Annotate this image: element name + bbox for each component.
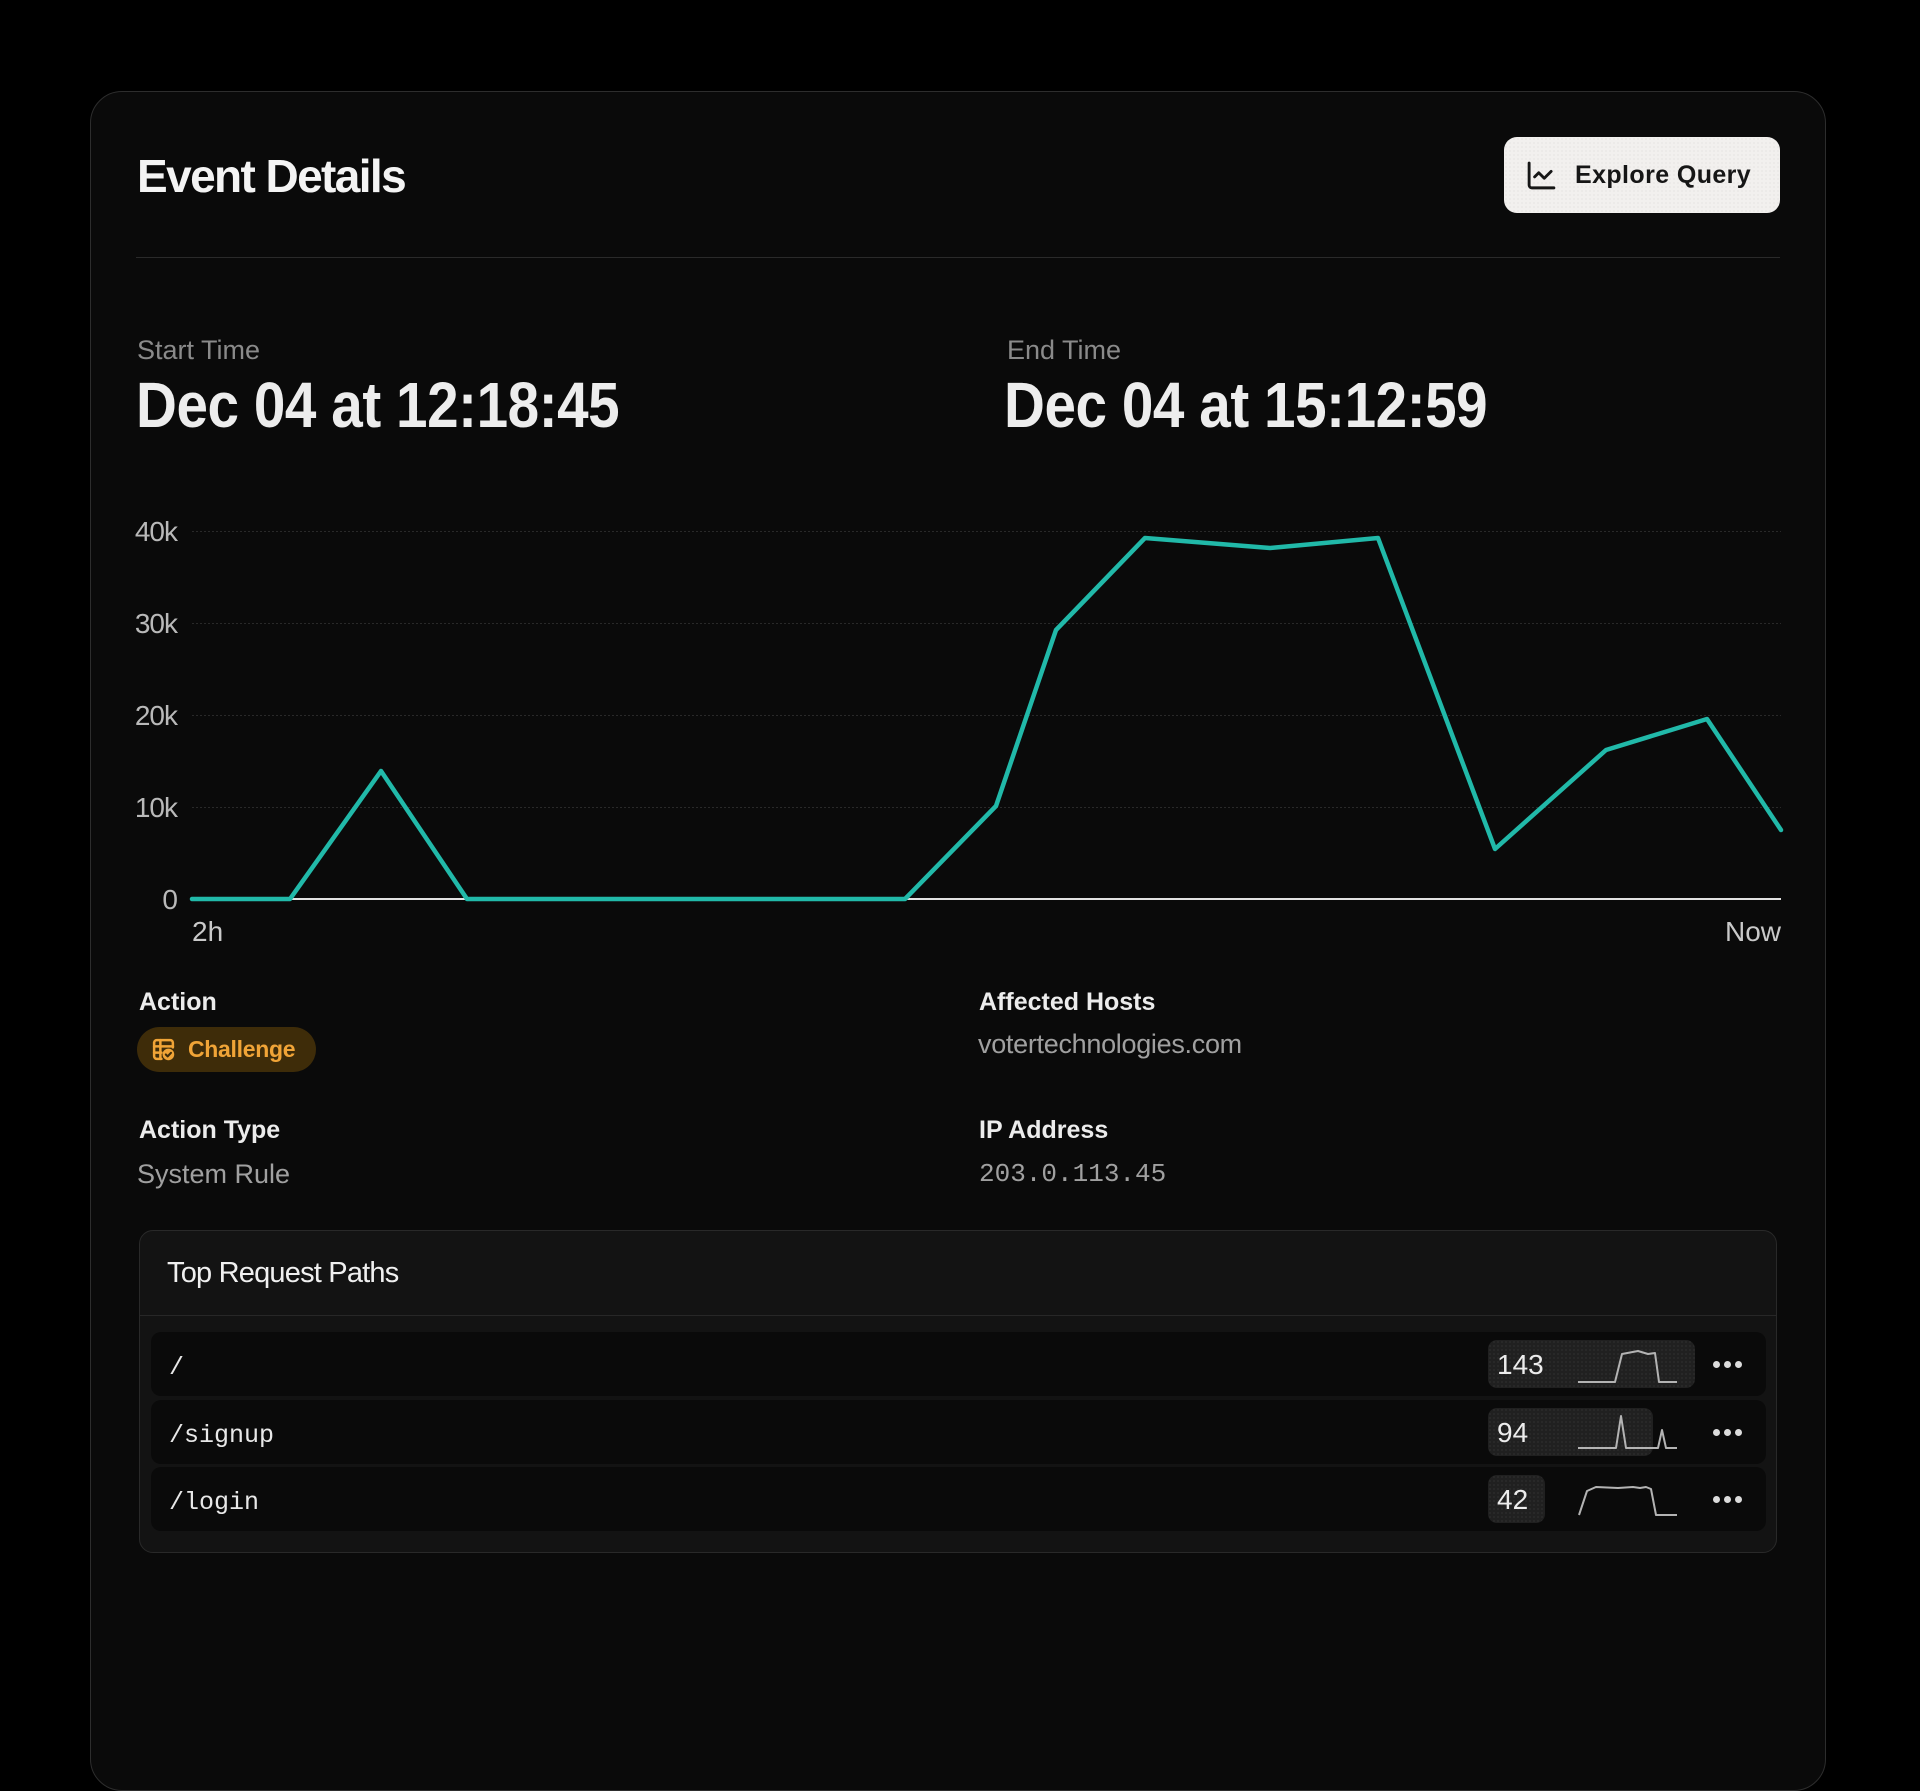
svg-text:10k: 10k	[135, 792, 179, 823]
svg-text:Now: Now	[1725, 916, 1782, 947]
svg-text:20k: 20k	[135, 700, 179, 731]
svg-text:2h: 2h	[192, 916, 223, 947]
svg-text:40k: 40k	[135, 516, 179, 547]
svg-text:30k: 30k	[135, 608, 179, 639]
svg-text:0: 0	[162, 884, 177, 915]
